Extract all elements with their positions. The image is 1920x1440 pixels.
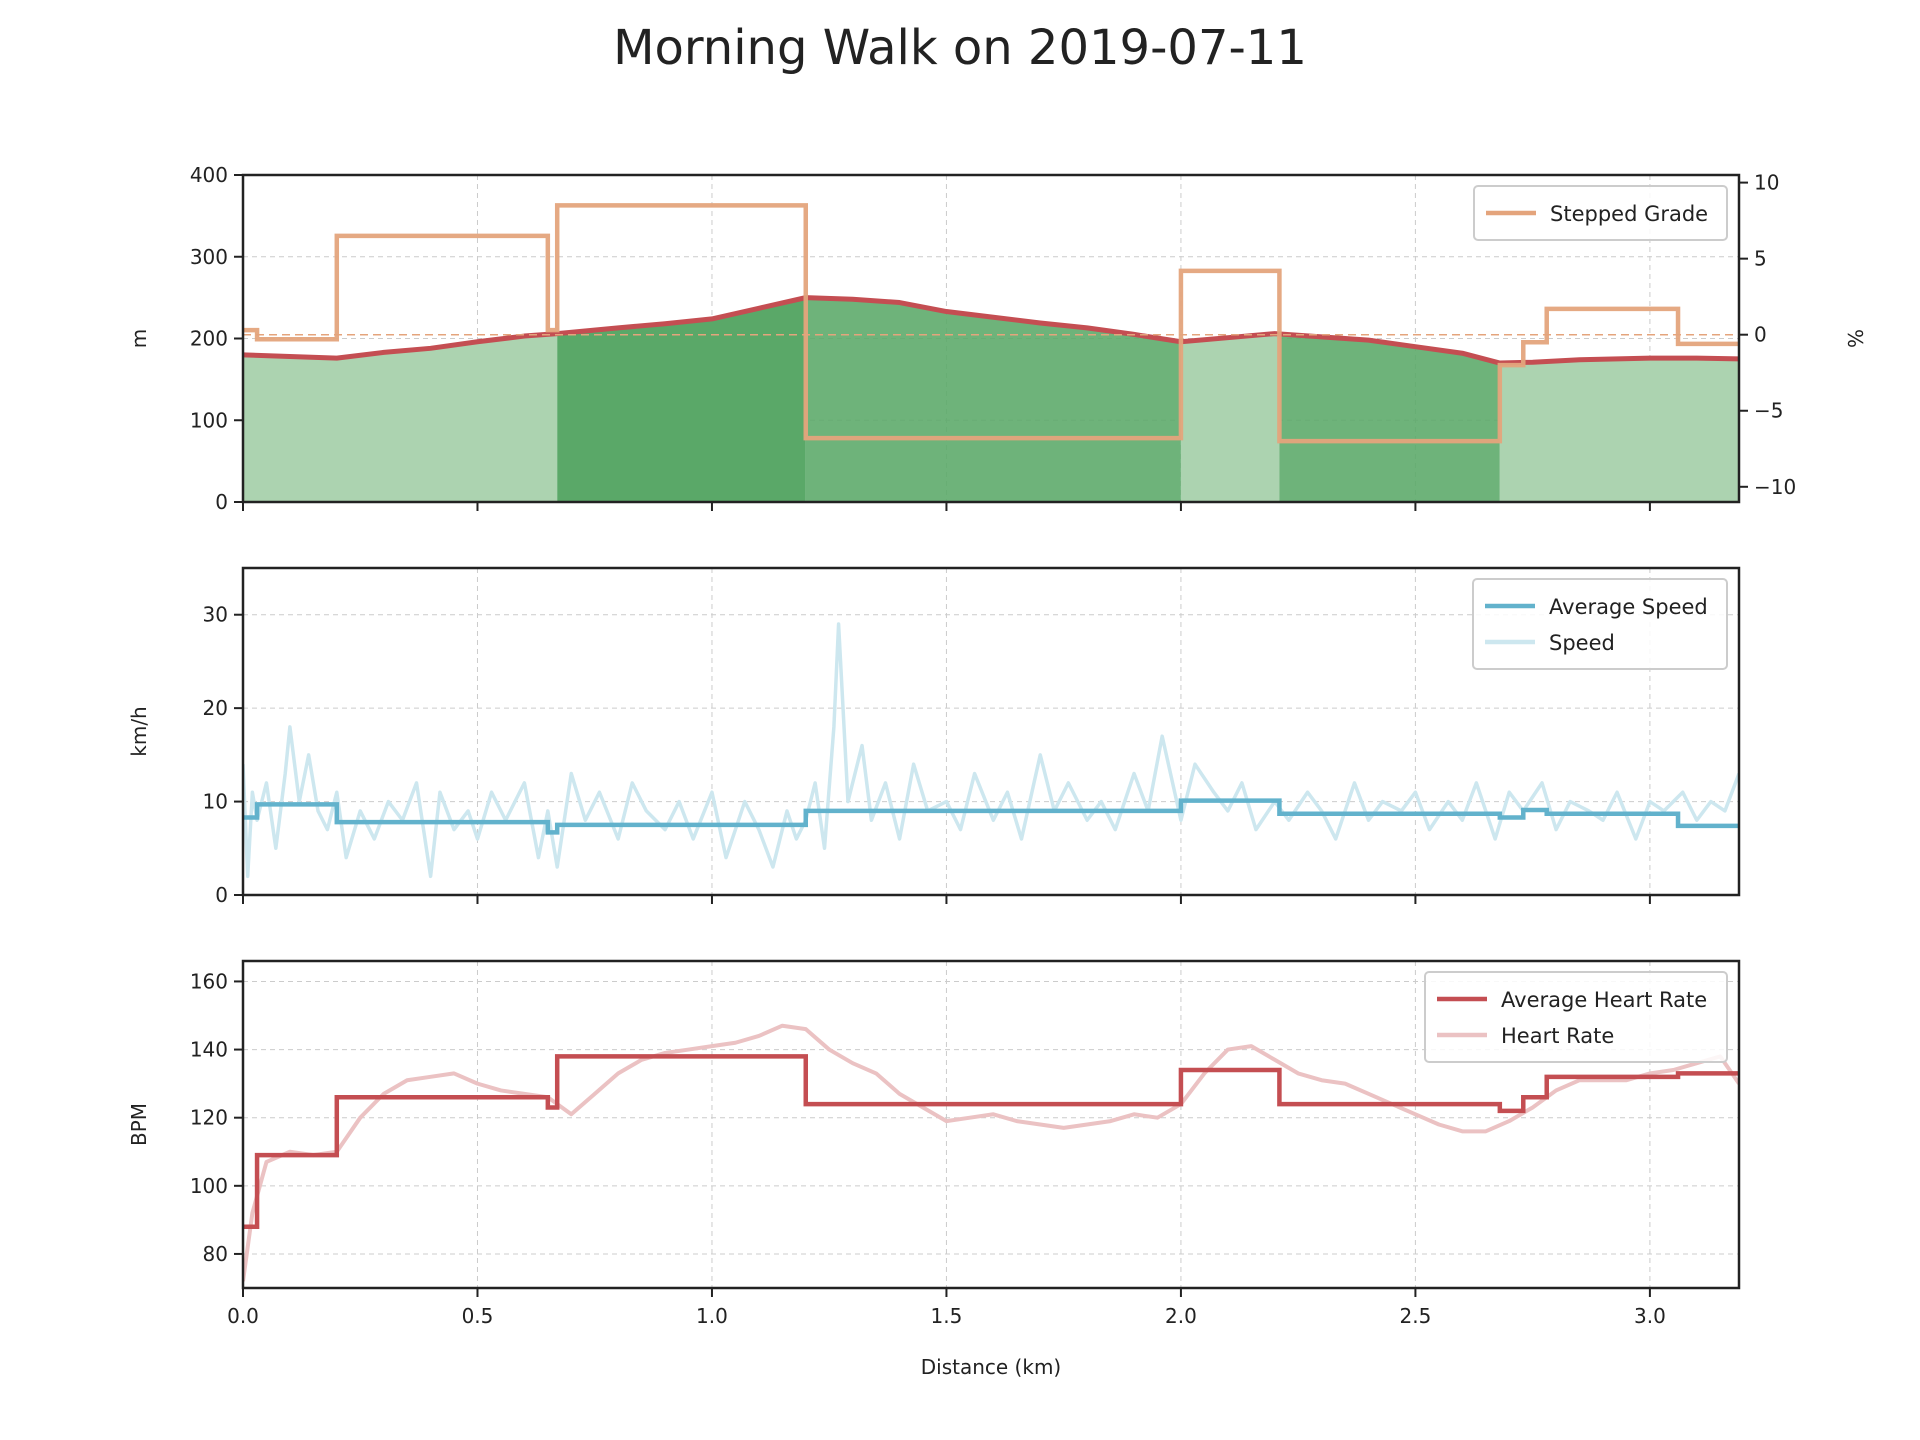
x-tick-label: 3.0 xyxy=(1634,1304,1666,1328)
plot-area xyxy=(243,203,1739,502)
average-heart-rate-line xyxy=(243,1054,1739,1229)
y-tick-label: 200 xyxy=(190,327,228,351)
legend: Average Speed Speed xyxy=(1472,578,1728,670)
y-tick-label: 0 xyxy=(215,490,228,514)
y2-axis-label: % xyxy=(1843,329,1867,348)
elevation-segment xyxy=(1279,333,1500,502)
y-tick-label: 400 xyxy=(190,163,228,187)
plot-area xyxy=(243,1023,1739,1282)
y-axis-label: km/h xyxy=(127,706,151,756)
y-tick-label: 30 xyxy=(203,603,228,627)
legend-box xyxy=(1472,578,1728,670)
legend-label: Average Heart Rate xyxy=(1501,988,1707,1012)
elevation-line xyxy=(243,295,1739,366)
y-tick-label: 140 xyxy=(190,1038,228,1062)
y2-tick-label: 10 xyxy=(1754,171,1779,195)
legend-label: Average Speed xyxy=(1549,595,1708,619)
y-tick-label: 100 xyxy=(190,1174,228,1198)
legend-label: Heart Rate xyxy=(1501,1024,1614,1048)
y-tick-label: 120 xyxy=(190,1106,228,1130)
stepped-grade-line xyxy=(243,203,1739,444)
x-tick-label: 1.0 xyxy=(696,1304,728,1328)
legend-label: Speed xyxy=(1549,631,1615,655)
heart-rate-line xyxy=(243,1023,1739,1282)
x-axis-label: Distance (km) xyxy=(921,1355,1061,1379)
legend-box xyxy=(1473,185,1728,241)
y2-tick-label: 0 xyxy=(1754,323,1767,347)
legend-label: Stepped Grade xyxy=(1550,202,1708,226)
x-tick-label: 1.5 xyxy=(931,1304,963,1328)
x-tick-label: 2.5 xyxy=(1400,1304,1432,1328)
y-tick-label: 160 xyxy=(190,969,228,993)
y2-tick-label: −5 xyxy=(1754,399,1783,423)
x-tick-label: 0.5 xyxy=(462,1304,494,1328)
x-tick-label: 2.0 xyxy=(1165,1304,1197,1328)
elevation-segment xyxy=(1499,358,1739,502)
elevation-segment xyxy=(805,297,1181,502)
y-tick-label: 100 xyxy=(190,408,228,432)
y2-tick-label: 5 xyxy=(1754,247,1767,271)
elevation-segment xyxy=(557,297,806,502)
y-tick-label: 80 xyxy=(203,1242,228,1266)
x-tick-label: 0.0 xyxy=(227,1304,259,1328)
y-tick-label: 10 xyxy=(203,790,228,814)
y2-tick-label: −10 xyxy=(1754,475,1796,499)
average-speed-line xyxy=(243,798,1739,835)
y-tick-label: 0 xyxy=(215,883,228,907)
panel-3: 80 100 120 140 160 BPM 0.0 0.5 1.0 1.5 2.0 2.5 3.0 Av… xyxy=(127,959,1741,1328)
legend: Stepped Grade xyxy=(1473,185,1728,241)
panel-frame xyxy=(241,566,1741,897)
y-axis-label: m xyxy=(127,329,151,348)
panel-frame xyxy=(241,959,1741,1290)
chart-title: Morning Walk on 2019-07-11 xyxy=(613,20,1307,76)
y-tick-label: 20 xyxy=(203,696,228,720)
panel-2: 0 10 20 30 km/h Average Speed Speed xyxy=(127,566,1741,907)
plot-area xyxy=(243,622,1739,879)
legend-box xyxy=(1424,971,1728,1063)
y-axis-label: BPM xyxy=(127,1103,151,1146)
panel-1: 10 5 0 −5 −10% 0 100 200 300 400 m Stepped Grade xyxy=(127,163,1867,514)
elevation-segment xyxy=(1180,333,1280,502)
legend: Average Heart Rate Heart Rate xyxy=(1424,971,1728,1063)
elevation-segment xyxy=(243,333,558,502)
y-tick-label: 300 xyxy=(190,245,228,269)
